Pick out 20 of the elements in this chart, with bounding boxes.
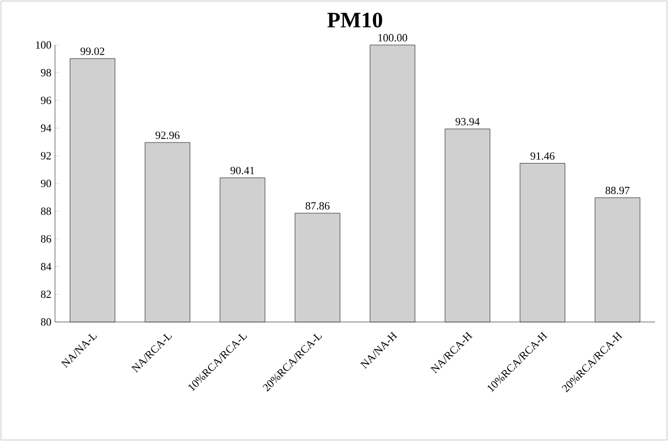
data-label: 93.94 <box>456 118 480 126</box>
data-label: 88.97 <box>606 186 630 194</box>
y-tick-label: 100 <box>36 41 52 49</box>
y-tick-label: 80 <box>40 318 52 326</box>
y-tick-label: 82 <box>40 290 51 298</box>
y-tick-label: 88 <box>40 207 52 215</box>
y-tick-label: 98 <box>40 68 52 76</box>
y-tick-label: 94 <box>40 124 52 132</box>
data-label: 90.41 <box>230 166 254 174</box>
data-label: 92.96 <box>156 132 180 139</box>
data-label: 91.46 <box>530 152 555 160</box>
y-tick-label: 86 <box>40 235 52 243</box>
data-label: 99.02 <box>80 48 104 56</box>
y-tick-label: 96 <box>40 96 52 104</box>
data-label: 100.00 <box>378 34 408 42</box>
y-tick-label: 90 <box>40 180 52 188</box>
y-tick-label: 92 <box>40 152 51 160</box>
chart-title: PM10 <box>327 12 382 28</box>
data-label: 87.86 <box>306 202 330 210</box>
y-tick-label: 84 <box>40 262 52 270</box>
